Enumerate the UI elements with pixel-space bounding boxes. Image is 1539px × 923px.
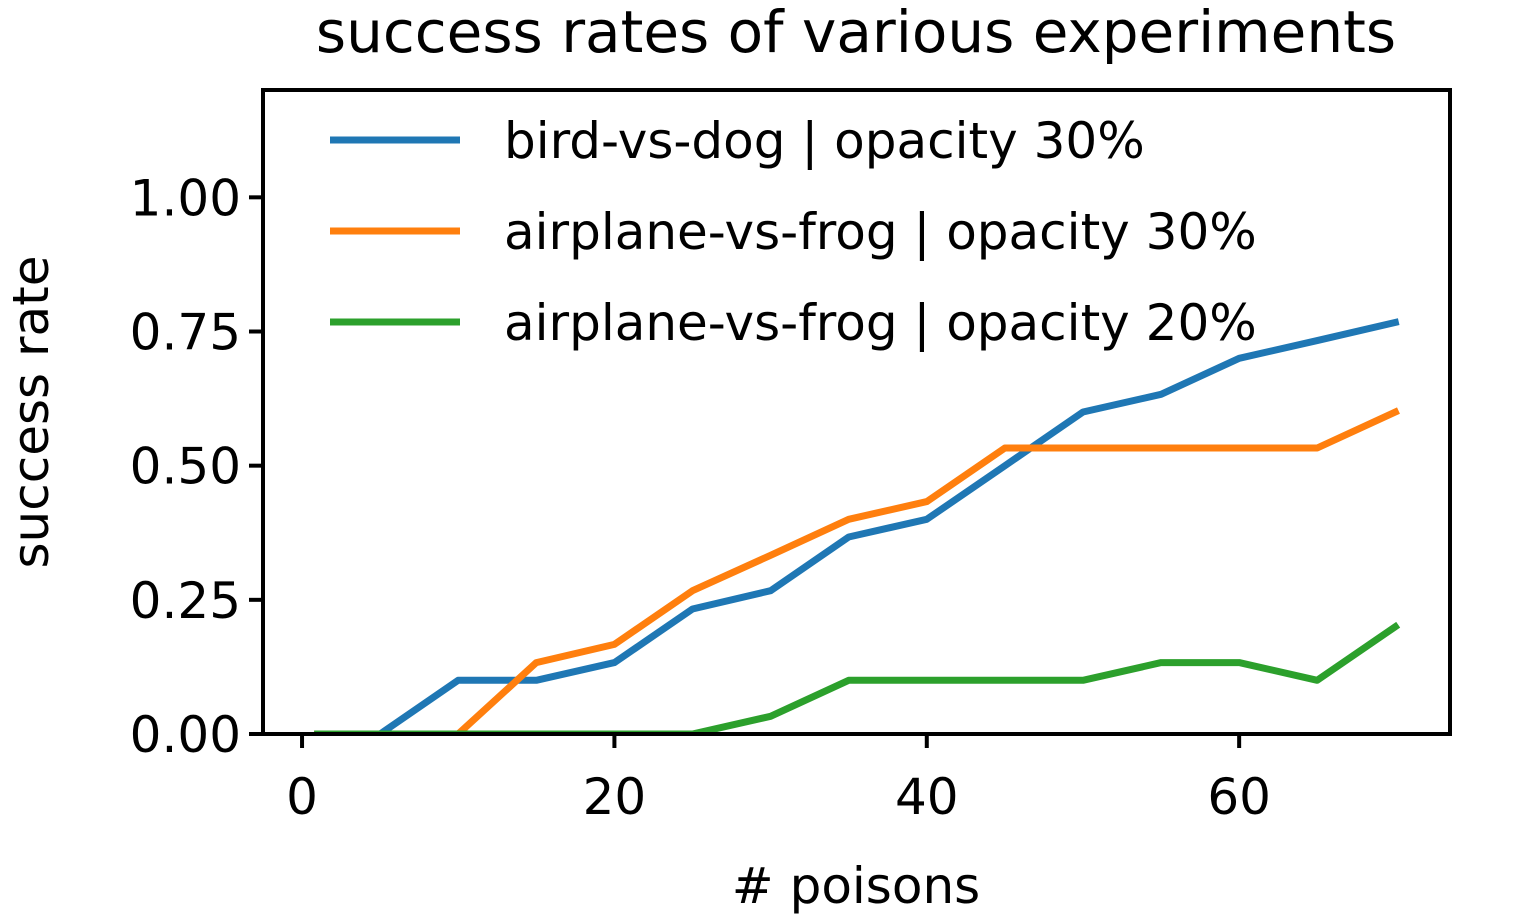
y-tick-label: 0.75 [130, 304, 241, 362]
legend: bird-vs-dog | opacity 30% airplane-vs-fro… [330, 112, 1257, 352]
y-tick-label: 0.25 [130, 572, 241, 630]
x-tick-label: 40 [895, 768, 959, 826]
series-line-2 [314, 407, 1400, 734]
y-tick-label: 1.00 [130, 169, 241, 227]
y-tick-label: 0.50 [130, 438, 241, 496]
x-tick-label: 20 [583, 768, 647, 826]
series-line-3 [314, 621, 1401, 734]
series-line-1 [314, 318, 1400, 734]
chart-title: success rates of various experiments [316, 0, 1396, 66]
y-tick-label: 0.00 [130, 706, 241, 764]
legend-label: bird-vs-dog | opacity 30% [504, 112, 1145, 170]
x-axis-label: # poisons [732, 857, 980, 915]
legend-label: airplane-vs-frog | opacity 20% [504, 294, 1257, 352]
plot-area [314, 318, 1401, 734]
plot-frame [261, 88, 1452, 736]
legend-label: airplane-vs-frog | opacity 30% [504, 203, 1257, 261]
axes: 0 20 40 60 0.00 0.25 0.50 0.75 1.00 [130, 88, 1452, 826]
x-tick-label: 0 [286, 768, 318, 826]
x-tick-label: 60 [1207, 768, 1271, 826]
y-axis-label: success rate [2, 255, 60, 568]
series-group [314, 318, 1401, 734]
